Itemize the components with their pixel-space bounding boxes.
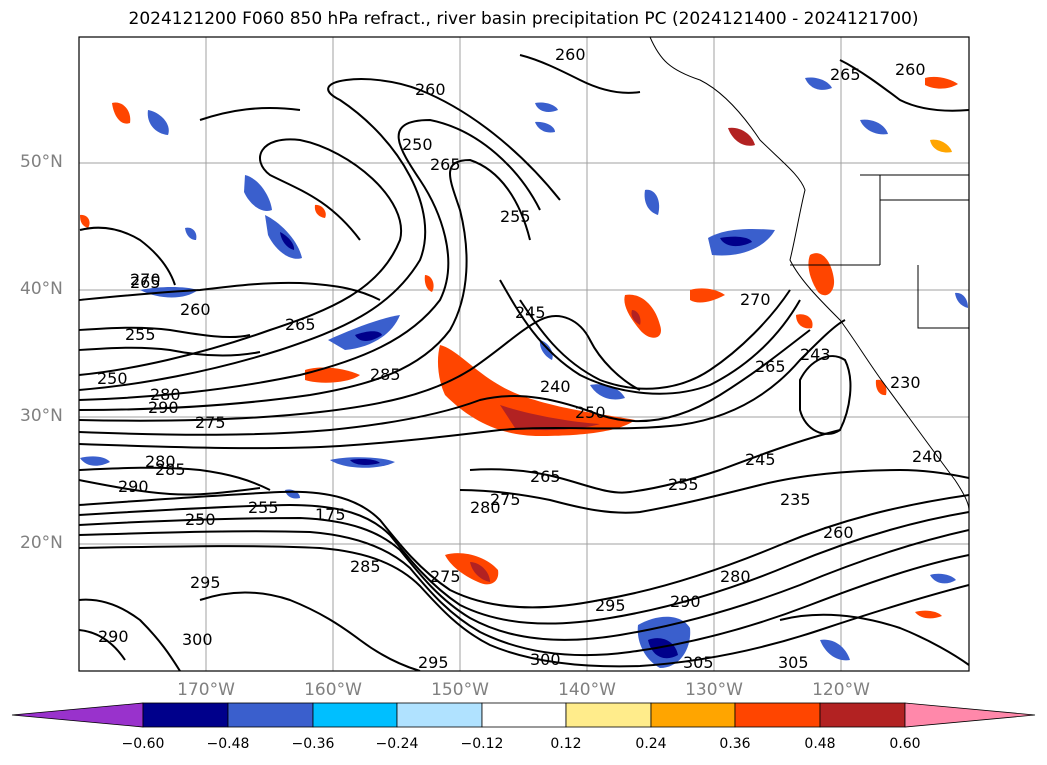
map-frame bbox=[78, 36, 970, 672]
lon-label: 140°W bbox=[558, 680, 616, 700]
colorbar-segment bbox=[650, 702, 736, 728]
colorbar bbox=[11, 702, 1036, 728]
colorbar-tick-label: −0.12 bbox=[460, 736, 504, 752]
contour-label: 250 bbox=[185, 510, 216, 529]
contour-label: 240 bbox=[912, 447, 943, 466]
contour-label: 235 bbox=[780, 490, 811, 509]
colorbar-tick-label: 0.36 bbox=[719, 736, 751, 752]
contour-label: 245 bbox=[515, 303, 546, 322]
contour-label: 305 bbox=[683, 653, 714, 672]
contour-label: 295 bbox=[190, 573, 221, 592]
colorbar-segment bbox=[734, 702, 821, 728]
contour-label: 265 bbox=[755, 357, 786, 376]
contour-label: 255 bbox=[668, 475, 699, 494]
contour-label: 270 bbox=[740, 290, 771, 309]
colorbar-extend-low bbox=[11, 702, 144, 728]
contour-label: 175 bbox=[315, 505, 346, 524]
map-title: 2024121200 F060 850 hPa refract., river … bbox=[128, 9, 919, 29]
contour-label: 255 bbox=[125, 325, 156, 344]
lon-label: 160°W bbox=[304, 680, 362, 700]
colorbar-segment bbox=[481, 702, 567, 728]
colorbar-tick-label: −0.24 bbox=[375, 736, 419, 752]
contour-label: 265 bbox=[130, 273, 161, 292]
contour-label: 290 bbox=[98, 627, 129, 646]
lon-label: 130°W bbox=[685, 680, 743, 700]
contour-labels: 260 260 265 260 250 255 265 260 255 250 … bbox=[97, 45, 943, 672]
colorbar-segment bbox=[142, 702, 229, 728]
lon-label: 120°W bbox=[812, 680, 870, 700]
contour-label: 243 bbox=[800, 345, 831, 364]
contour-label: 300 bbox=[182, 630, 213, 649]
colorbar-tick-label: 0.48 bbox=[804, 736, 836, 752]
colorbar-segment bbox=[819, 702, 906, 728]
contour-label: 245 bbox=[745, 450, 776, 469]
map-area bbox=[79, 37, 969, 671]
lon-label: 150°W bbox=[431, 680, 489, 700]
contour-label: 260 bbox=[180, 300, 211, 319]
contour-label: 285 bbox=[350, 557, 381, 576]
contour-label: 275 bbox=[195, 413, 226, 432]
contour-label: 260 bbox=[823, 523, 854, 542]
colorbar-segment bbox=[565, 702, 652, 728]
contour-label: 230 bbox=[890, 373, 921, 392]
lat-label: 50°N bbox=[20, 152, 63, 172]
contour-label: 275 bbox=[490, 490, 521, 509]
contour-label: 290 bbox=[118, 477, 149, 496]
contour-label: 295 bbox=[595, 596, 626, 615]
contour-label: 285 bbox=[155, 460, 186, 479]
contour-label: 260 bbox=[555, 45, 586, 64]
contour-label: 250 bbox=[575, 403, 606, 422]
refractivity-contours bbox=[79, 54, 969, 671]
contour-label: 255 bbox=[500, 207, 531, 226]
colorbar-tick-label: −0.36 bbox=[291, 736, 335, 752]
contour-label: 300 bbox=[530, 650, 561, 669]
lon-label: 170°W bbox=[177, 680, 235, 700]
lat-label: 20°N bbox=[20, 533, 63, 553]
contour-label: 255 bbox=[248, 498, 279, 517]
contour-label: 290 bbox=[148, 398, 179, 417]
coastlines bbox=[649, 37, 969, 511]
contour-label: 250 bbox=[402, 135, 433, 154]
contour-label: 280 bbox=[470, 498, 501, 517]
colorbar-tick-label: −0.48 bbox=[206, 736, 250, 752]
contour-label: 260 bbox=[415, 80, 446, 99]
contour-label: 280 bbox=[720, 567, 751, 586]
contour-label: 270 bbox=[130, 270, 161, 289]
colorbar-tick-label: 0.12 bbox=[550, 736, 582, 752]
contour-label: 295 bbox=[418, 653, 449, 672]
colorbar-extend-high bbox=[904, 702, 1036, 728]
contour-label: 265 bbox=[830, 65, 861, 84]
colorbar-segment bbox=[227, 702, 314, 728]
contour-label: 275 bbox=[430, 567, 461, 586]
contour-label: 265 bbox=[430, 155, 461, 174]
contour-label: 290 bbox=[670, 592, 701, 611]
contour-label: 280 bbox=[145, 452, 176, 471]
contour-label: 280 bbox=[150, 385, 181, 404]
lat-label: 40°N bbox=[20, 279, 63, 299]
contour-label: 305 bbox=[778, 653, 809, 672]
contour-label: 265 bbox=[285, 315, 316, 334]
colorbar-segment bbox=[312, 702, 398, 728]
contour-label: 260 bbox=[895, 60, 926, 79]
contour-label: 240 bbox=[540, 377, 571, 396]
contour-label: 285 bbox=[370, 365, 401, 384]
colorbar-segment bbox=[396, 702, 483, 728]
colorbar-tick-label: 0.24 bbox=[635, 736, 667, 752]
contour-label: 250 bbox=[97, 369, 128, 388]
contour-label: 265 bbox=[530, 467, 561, 486]
lat-label: 30°N bbox=[20, 406, 63, 426]
colorbar-tick-label: 0.60 bbox=[889, 736, 921, 752]
colorbar-tick-label: −0.60 bbox=[121, 736, 165, 752]
